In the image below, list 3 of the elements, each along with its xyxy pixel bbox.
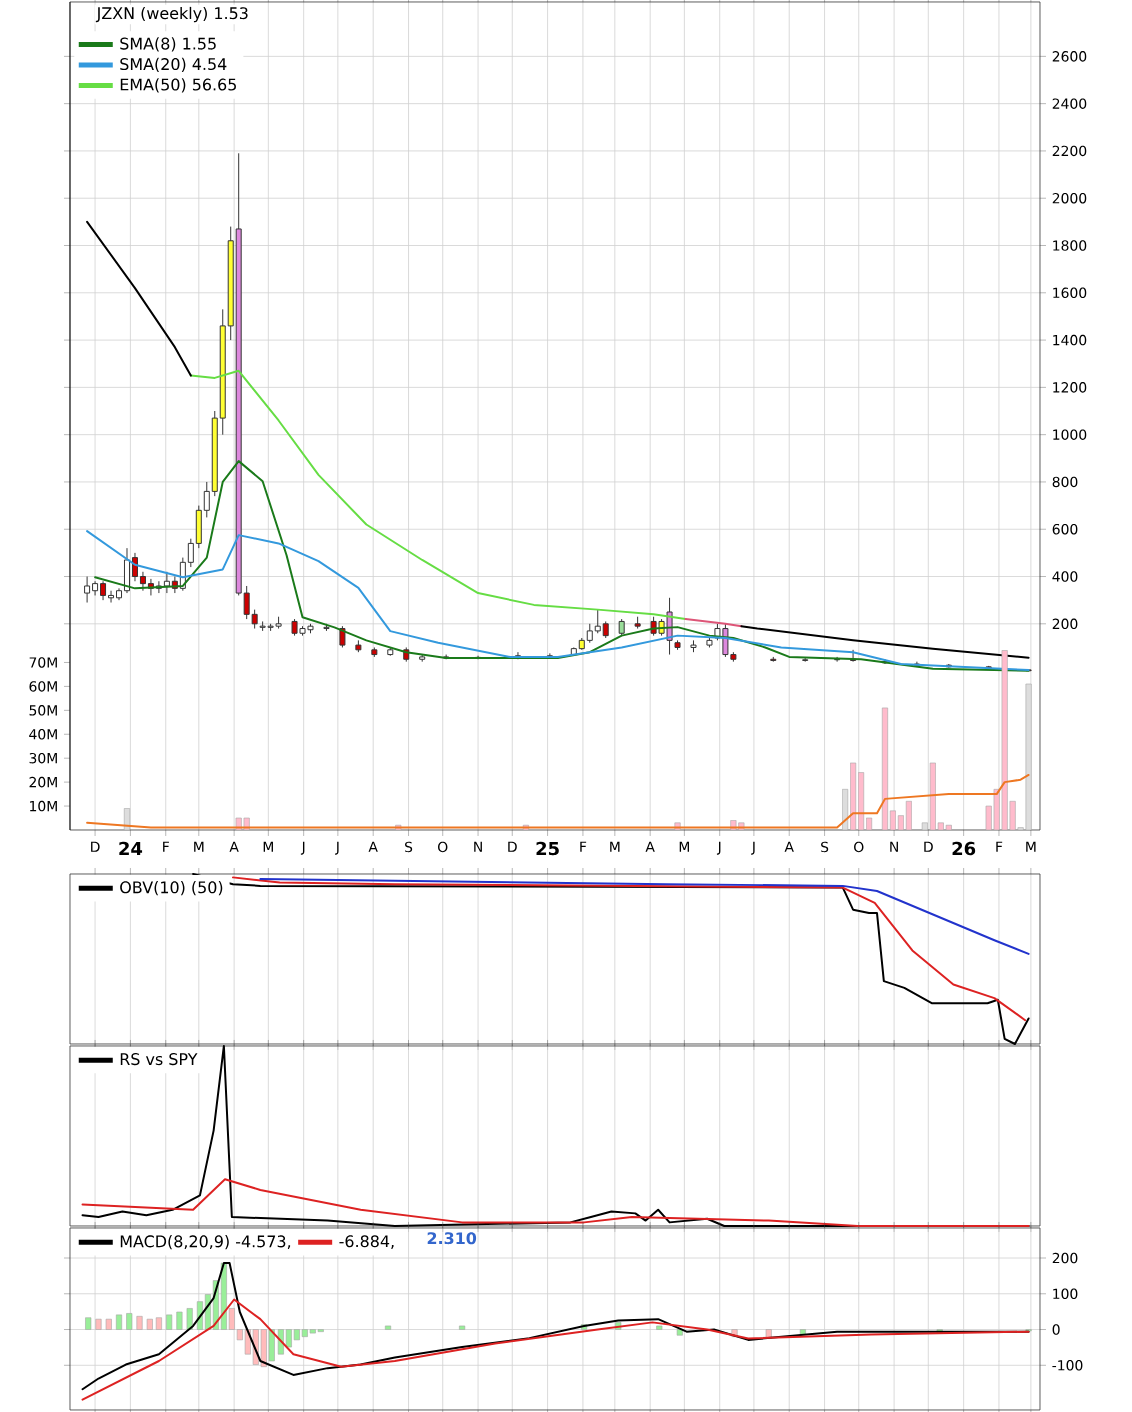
- x-tick-label: 26: [952, 841, 976, 856]
- x-tick-label: 25: [536, 841, 559, 856]
- x-tick-label: 24: [119, 841, 143, 855]
